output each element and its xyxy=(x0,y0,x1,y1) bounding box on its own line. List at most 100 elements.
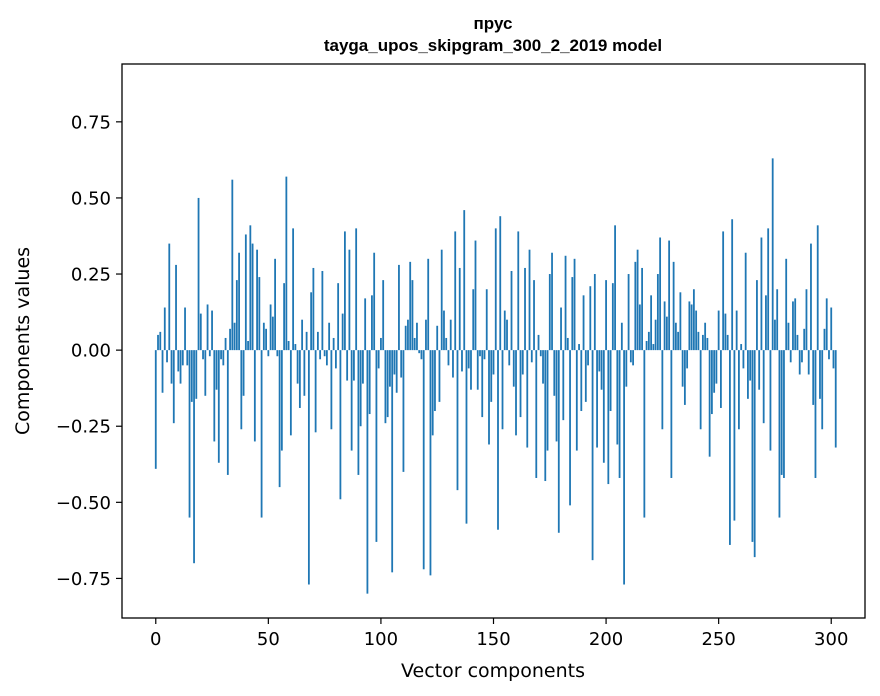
bar-285 xyxy=(796,334,799,351)
bar-21 xyxy=(202,350,204,360)
bar-270 xyxy=(762,350,765,424)
bar-131 xyxy=(449,319,452,351)
bar-28 xyxy=(217,350,220,463)
bar-184 xyxy=(569,350,571,506)
bar-60 xyxy=(289,350,292,436)
bar-113 xyxy=(409,261,412,351)
bar-103 xyxy=(386,350,389,418)
bar-233 xyxy=(679,292,682,351)
bar-228 xyxy=(668,240,671,351)
bar-280 xyxy=(785,258,788,351)
bar-279 xyxy=(783,350,785,478)
bar-75 xyxy=(323,350,326,357)
bar-253 xyxy=(724,313,727,351)
bar-290 xyxy=(807,350,810,375)
bar-218 xyxy=(645,341,648,351)
bar-196 xyxy=(596,350,598,448)
bar-41 xyxy=(247,341,249,351)
bar-110 xyxy=(402,350,405,472)
bar-190 xyxy=(582,295,585,351)
bar-89 xyxy=(355,228,358,351)
bar-104 xyxy=(389,350,391,387)
bar-164 xyxy=(524,267,526,351)
bar-97 xyxy=(373,252,376,351)
bar-243 xyxy=(701,334,704,351)
bar-46 xyxy=(258,277,261,351)
bar-269 xyxy=(760,237,763,351)
bar-204 xyxy=(614,225,616,351)
bar-73 xyxy=(319,350,322,360)
bar-151 xyxy=(494,228,497,351)
bar-106 xyxy=(393,350,396,375)
bar-252 xyxy=(722,231,725,351)
bar-274 xyxy=(771,158,774,351)
bar-59 xyxy=(287,341,290,351)
bar-74 xyxy=(321,270,324,351)
bar-232 xyxy=(677,331,680,351)
bar-68 xyxy=(307,350,310,585)
bar-39 xyxy=(242,350,245,396)
bar-9 xyxy=(175,264,177,351)
bar-96 xyxy=(371,295,373,351)
bar-226 xyxy=(663,301,666,351)
bar-177 xyxy=(553,350,556,396)
bar-207 xyxy=(620,322,623,351)
bar-120 xyxy=(425,319,427,351)
bar-162 xyxy=(519,350,522,418)
bar-265 xyxy=(751,350,754,542)
bar-186 xyxy=(573,258,576,351)
bar-287 xyxy=(801,350,803,363)
bar-257 xyxy=(733,350,736,521)
bar-214 xyxy=(636,249,639,351)
bar-40 xyxy=(244,234,247,351)
bar-201 xyxy=(607,350,610,485)
bar-178 xyxy=(555,350,558,442)
bar-133 xyxy=(454,231,457,351)
bar-70 xyxy=(312,267,315,351)
bar-244 xyxy=(704,322,707,351)
bar-1 xyxy=(157,334,159,351)
bar-210 xyxy=(627,274,630,351)
bar-137 xyxy=(463,210,466,351)
bar-262 xyxy=(744,252,747,351)
bar-62 xyxy=(294,344,297,351)
bar-146 xyxy=(483,350,486,360)
bar-136 xyxy=(461,350,463,372)
bar-52 xyxy=(271,316,274,351)
bar-275 xyxy=(774,319,776,351)
bar-144 xyxy=(479,350,481,357)
bar-102 xyxy=(384,350,387,424)
bar-3 xyxy=(161,350,164,393)
bar-300 xyxy=(830,307,833,351)
bar-15 xyxy=(188,350,191,518)
bar-64 xyxy=(298,350,301,408)
bar-66 xyxy=(303,350,306,396)
bar-248 xyxy=(713,350,716,393)
bar-86 xyxy=(348,249,351,351)
bar-14 xyxy=(186,350,189,366)
x-axis-ticks: 0 50 100 150 200 250 300 xyxy=(150,618,848,650)
bar-189 xyxy=(580,350,583,412)
bar-242 xyxy=(699,350,702,430)
bar-100 xyxy=(380,337,382,351)
x-tick-label-5: 250 xyxy=(701,629,735,650)
bar-166 xyxy=(528,249,531,351)
bar-69 xyxy=(310,292,313,351)
x-tick-label-1: 50 xyxy=(257,629,280,650)
bar-4 xyxy=(163,307,166,351)
bar-25 xyxy=(211,310,213,351)
bar-138 xyxy=(465,350,468,524)
bar-203 xyxy=(611,283,614,351)
bar-152 xyxy=(497,350,499,530)
bar-158 xyxy=(510,270,513,351)
bar-67 xyxy=(305,331,308,351)
bar-302 xyxy=(834,350,837,448)
bar-44 xyxy=(253,350,256,442)
bar-246 xyxy=(708,350,711,457)
bar-165 xyxy=(526,350,529,448)
bar-29 xyxy=(220,350,222,360)
bar-238 xyxy=(690,304,693,351)
bar-205 xyxy=(616,350,619,445)
bar-227 xyxy=(665,316,668,351)
